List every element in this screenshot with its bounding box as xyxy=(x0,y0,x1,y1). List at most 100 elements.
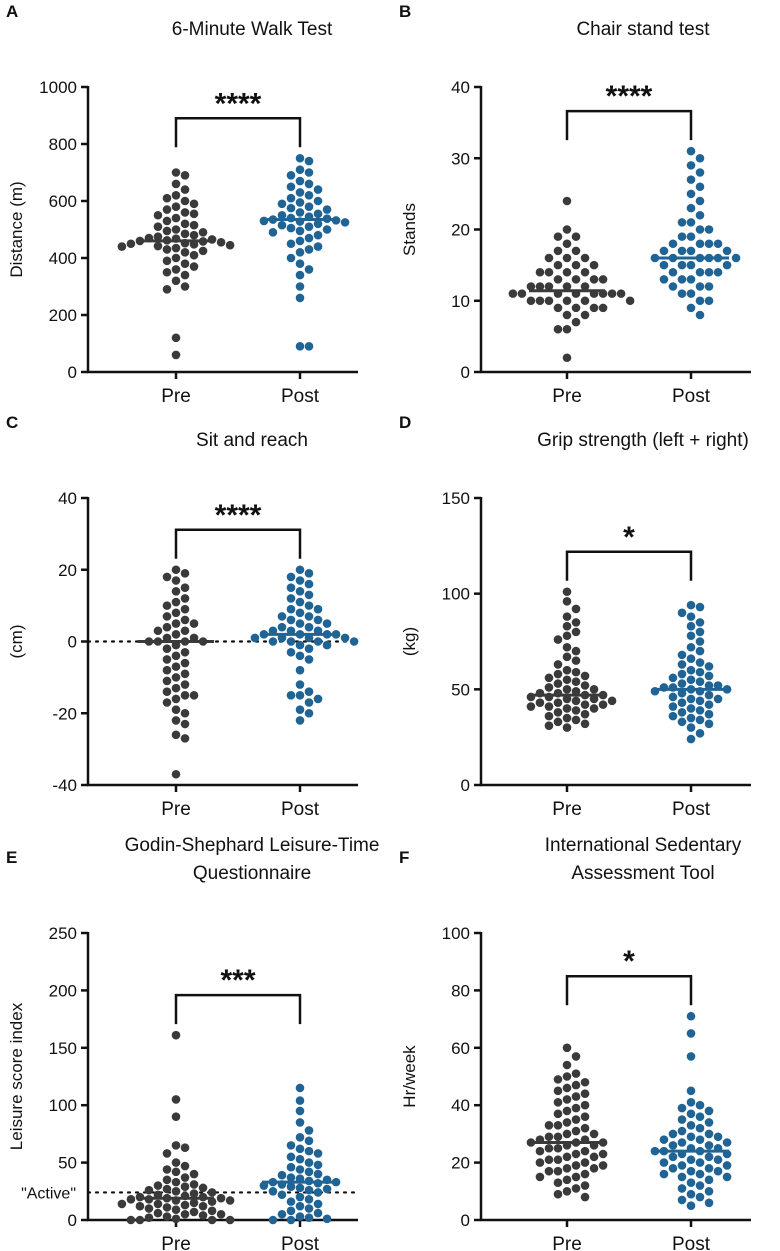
y-tick-label: 800 xyxy=(49,135,77,154)
data-point-pre xyxy=(189,209,199,219)
y-tick-label: 200 xyxy=(49,306,77,325)
data-point-pre xyxy=(553,275,563,284)
data-point-pre xyxy=(171,191,181,200)
x-tick-label: Post xyxy=(281,386,320,407)
data-point-post xyxy=(295,188,305,197)
data-point-post xyxy=(686,1029,696,1038)
data-point-pre xyxy=(162,1203,172,1212)
data-point-pre xyxy=(180,248,190,257)
data-point-post xyxy=(295,248,305,257)
data-point-pre xyxy=(535,296,545,306)
data-point-post xyxy=(695,296,705,306)
data-point-post xyxy=(304,156,314,166)
data-point-post xyxy=(704,1164,714,1173)
data-point-pre xyxy=(198,228,208,237)
data-point-pre xyxy=(171,716,181,725)
data-point-pre xyxy=(535,282,545,291)
x-tick-label: Pre xyxy=(552,386,582,407)
data-point-post xyxy=(713,239,723,249)
data-point-pre xyxy=(598,1161,608,1170)
data-point-pre xyxy=(162,245,172,254)
significance-marker: * xyxy=(623,945,635,978)
data-point-pre xyxy=(598,275,608,284)
data-point-post xyxy=(668,692,678,702)
chart-title-line: Questionnaire xyxy=(193,863,311,884)
y-tick-label: 150 xyxy=(49,1039,77,1058)
data-point-pre xyxy=(526,296,536,306)
data-point-post xyxy=(695,1112,705,1121)
data-point-pre xyxy=(180,691,190,700)
chart-title-line: Assessment Tool xyxy=(571,863,714,884)
data-point-post xyxy=(695,267,705,277)
data-point-post xyxy=(286,1197,296,1206)
data-point-pre xyxy=(180,669,190,679)
data-point-pre xyxy=(171,1187,181,1196)
data-point-pre xyxy=(162,601,172,610)
data-point-post xyxy=(304,698,314,707)
data-point-pre xyxy=(216,238,226,247)
data-point-post xyxy=(677,1172,687,1182)
data-point-pre xyxy=(162,193,172,203)
data-point-post xyxy=(322,619,332,628)
x-tick-label: Post xyxy=(672,1234,711,1251)
data-point-pre xyxy=(562,631,572,641)
data-point-post xyxy=(286,1162,296,1172)
data-point-post xyxy=(677,289,687,298)
data-point-post xyxy=(713,1132,723,1142)
data-point-pre xyxy=(571,1172,581,1182)
y-tick-label: 0 xyxy=(68,363,77,382)
data-point-post xyxy=(695,1158,705,1167)
significance-bracket xyxy=(174,528,302,559)
data-point-pre xyxy=(580,681,590,690)
data-point-post xyxy=(695,1192,705,1202)
data-point-post xyxy=(286,691,296,700)
significance-bracket xyxy=(174,993,302,1025)
data-point-post xyxy=(313,185,323,194)
data-point-pre xyxy=(517,289,527,298)
data-point-post xyxy=(313,1169,323,1179)
data-point-post xyxy=(304,655,314,664)
data-point-pre xyxy=(562,621,572,631)
y-tick-label: 20 xyxy=(451,221,470,240)
data-point-post xyxy=(295,270,305,280)
data-point-pre xyxy=(180,615,190,625)
data-point-post xyxy=(686,713,696,723)
significance-bracket xyxy=(565,109,693,141)
data-point-post xyxy=(295,293,305,303)
data-point-post xyxy=(677,246,687,256)
data-point-post xyxy=(722,260,732,270)
data-point-post xyxy=(313,1188,323,1197)
data-point-pre xyxy=(571,246,581,256)
data-point-post xyxy=(295,680,305,689)
data-point-post xyxy=(677,1126,687,1136)
data-point-pre xyxy=(562,675,572,685)
data-point-post xyxy=(286,171,296,180)
data-point-pre xyxy=(189,691,199,700)
data-point-post xyxy=(295,1212,305,1221)
data-point-post xyxy=(677,707,687,717)
data-point-post xyxy=(286,647,296,657)
data-point-pre xyxy=(171,662,181,671)
data-point-pre xyxy=(162,256,172,266)
data-point-pre xyxy=(162,698,172,707)
data-point-post xyxy=(286,594,296,603)
chart-title-line: International Sedentary xyxy=(545,835,742,856)
data-point-pre xyxy=(562,1043,572,1053)
data-point-post xyxy=(668,267,678,277)
data-point-pre xyxy=(171,608,181,618)
data-point-pre xyxy=(571,627,581,637)
data-point-pre xyxy=(189,1180,199,1189)
data-point-pre xyxy=(580,1112,590,1121)
data-point-pre xyxy=(171,265,181,274)
data-point-pre xyxy=(171,1205,181,1214)
y-tick-label: -40 xyxy=(52,776,77,795)
data-point-pre xyxy=(535,1172,545,1182)
data-point-pre xyxy=(562,1164,572,1173)
data-point-post xyxy=(322,225,332,234)
data-point-pre xyxy=(180,658,190,668)
data-point-post xyxy=(304,233,314,243)
data-point-pre xyxy=(580,282,590,291)
data-point-post xyxy=(686,1109,696,1119)
data-point-pre xyxy=(553,698,563,708)
data-point-post xyxy=(668,673,678,683)
